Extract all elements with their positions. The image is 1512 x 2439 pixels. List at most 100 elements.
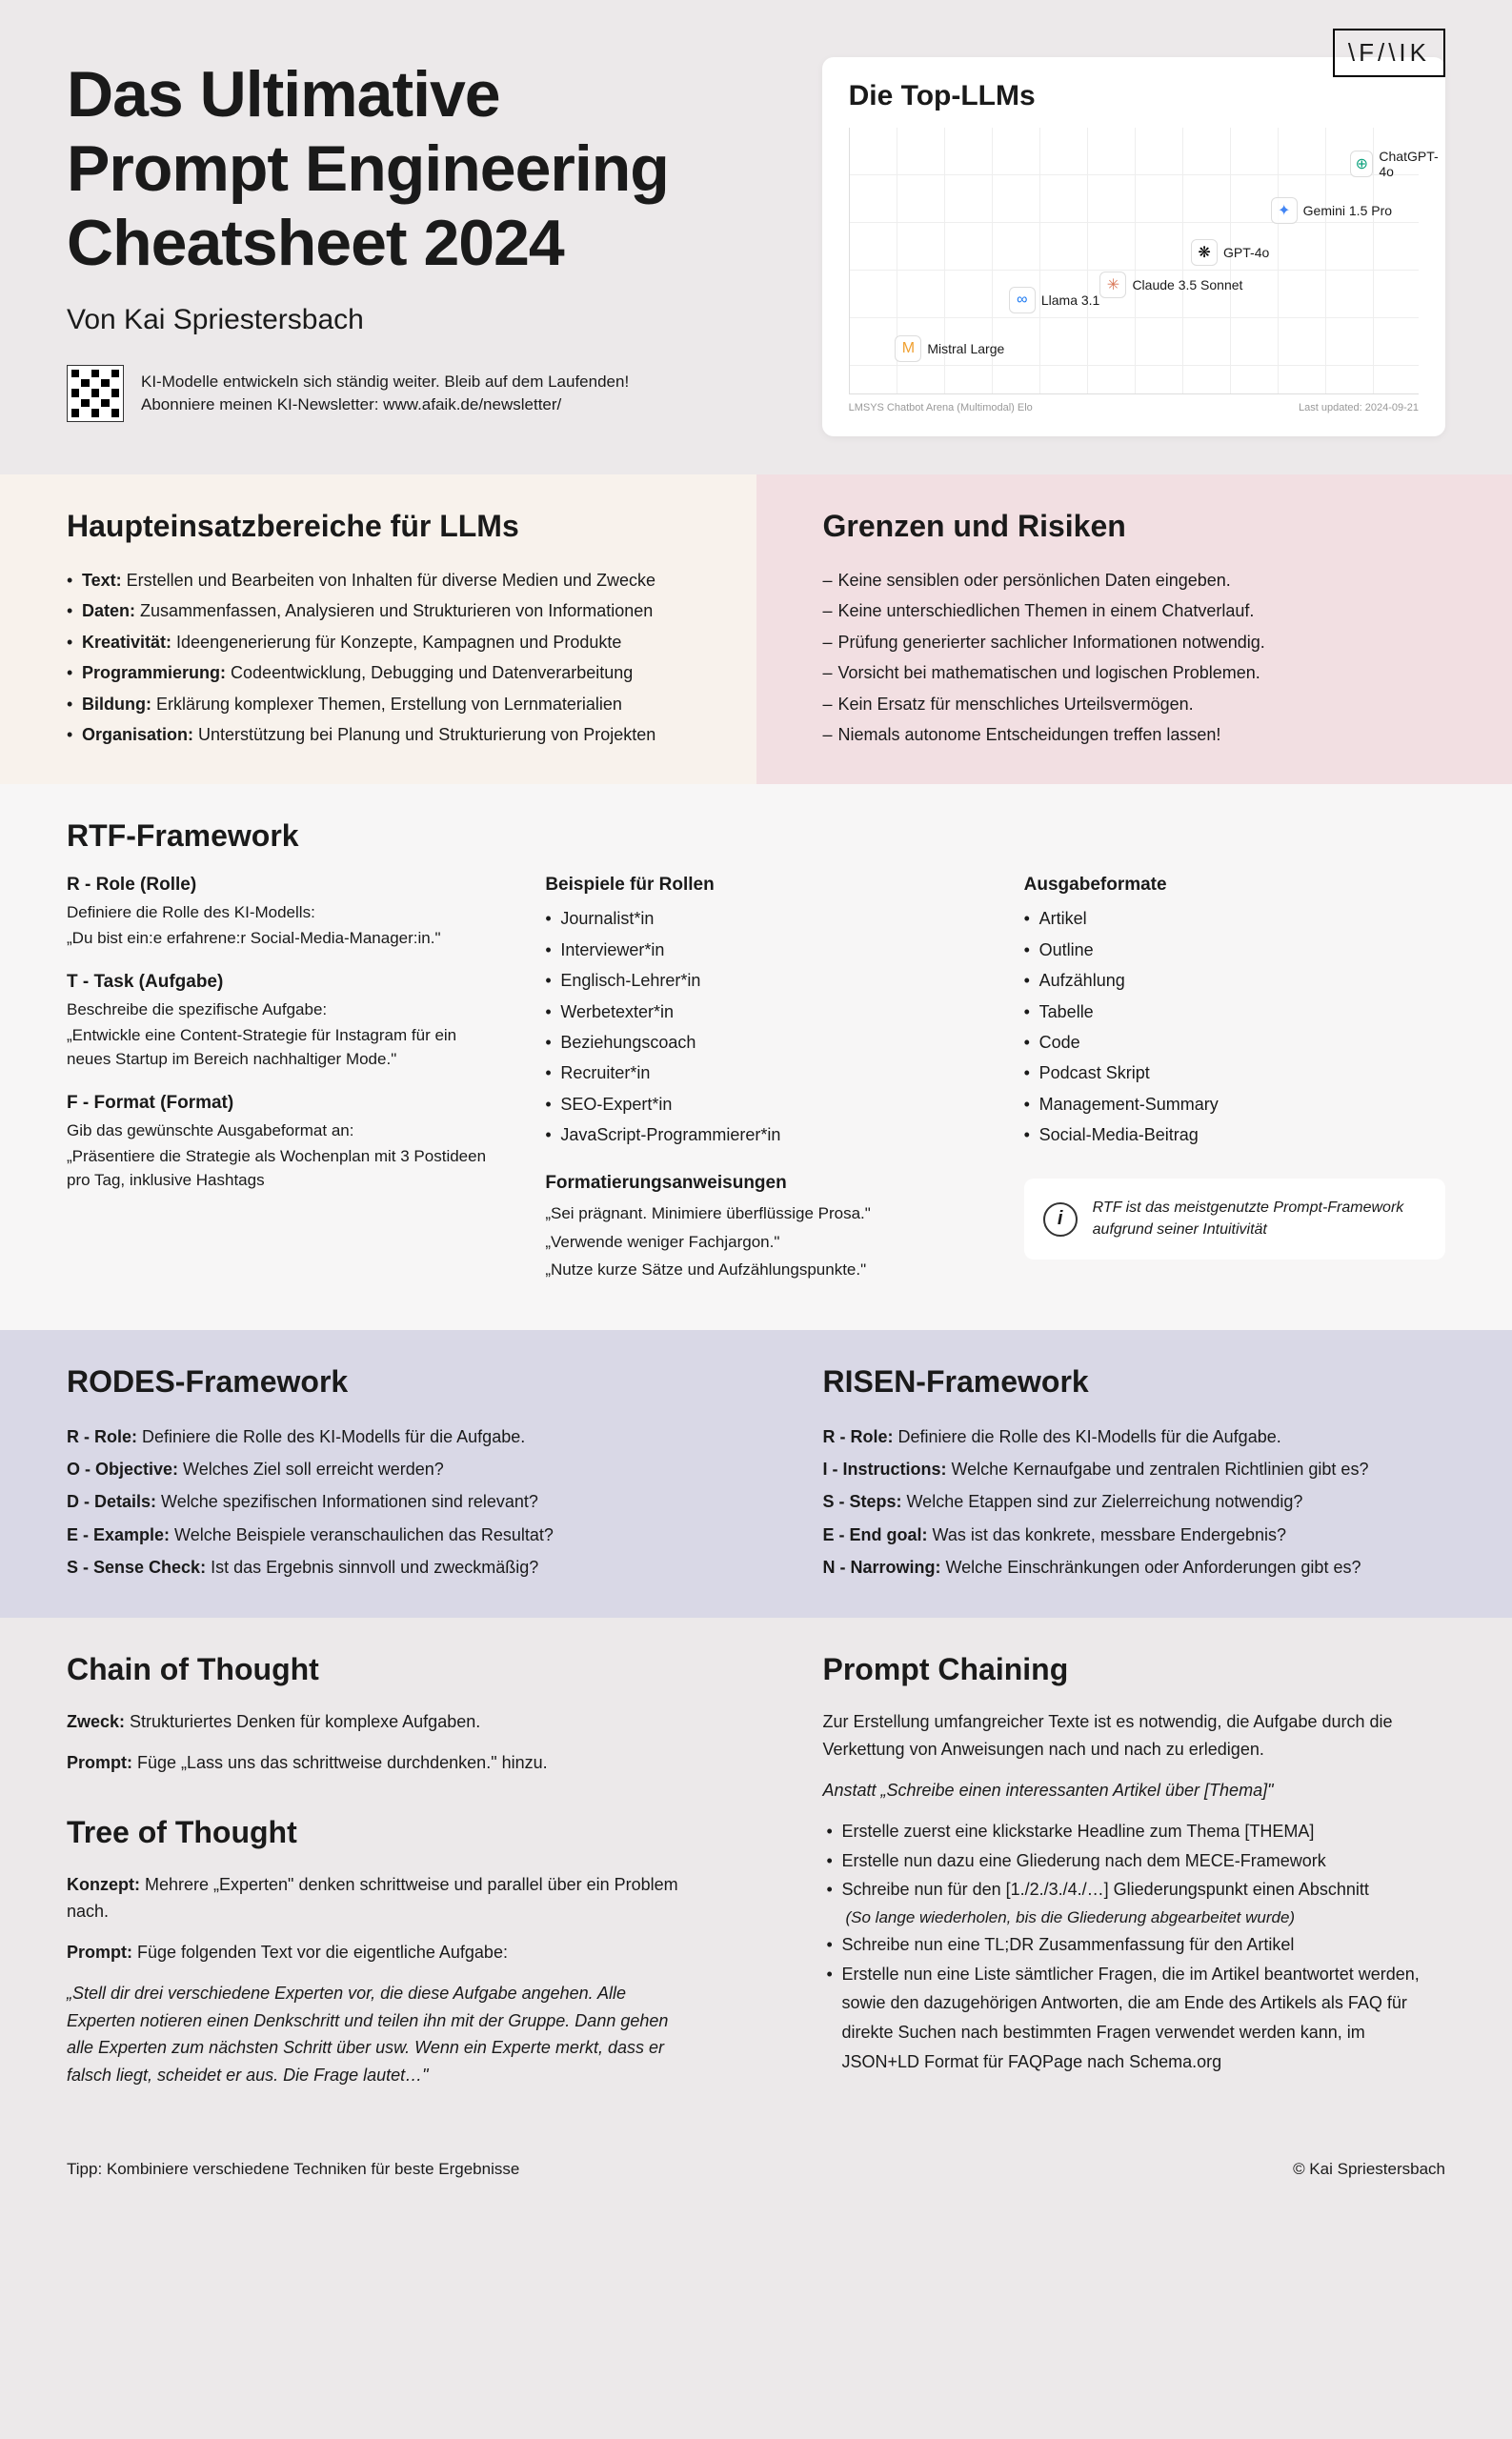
cot-title: Chain of Thought bbox=[67, 1652, 690, 1687]
list-item: JavaScript-Programmierer*in bbox=[545, 1119, 966, 1150]
llm-icon: ∞ bbox=[1009, 287, 1036, 313]
cot-prompt-label: Prompt: bbox=[67, 1753, 132, 1772]
logo: \F/\IK bbox=[1333, 29, 1445, 77]
llm-icon: ⊕ bbox=[1350, 151, 1373, 177]
framework-item: R - Role: Definiere die Rolle des KI-Mod… bbox=[67, 1421, 690, 1453]
llm-label: Mistral Large bbox=[927, 341, 1004, 356]
newsletter-line-1: KI-Modelle entwickeln sich ständig weite… bbox=[141, 371, 629, 393]
rtf-f-title: F - Format (Format) bbox=[67, 1093, 488, 1114]
list-item: Bildung: Erklärung komplexer Themen, Ers… bbox=[67, 689, 690, 719]
hint-item: „Verwende weniger Fachjargon." bbox=[545, 1230, 966, 1255]
list-item: Erstelle zuerst eine klickstarke Headlin… bbox=[823, 1817, 1446, 1846]
list-item: Tabelle bbox=[1024, 997, 1445, 1027]
rtf-hints: „Sei prägnant. Minimiere überflüssige Pr… bbox=[545, 1201, 966, 1282]
list-item: Daten: Zusammenfassen, Analysieren und S… bbox=[67, 595, 690, 626]
llm-icon: М bbox=[895, 335, 921, 362]
llm-label: ChatGPT-4o bbox=[1379, 149, 1441, 179]
cot-purpose-label: Zweck: bbox=[67, 1712, 125, 1731]
llm-chart-card: Die Top-LLMs М Mistral Large ∞Llama 3.1✳ Cl… bbox=[822, 57, 1445, 436]
cot-purpose: Strukturiertes Denken für komplexe Aufga… bbox=[125, 1712, 480, 1731]
info-box: i RTF ist das meistgenutzte Prompt-Frame… bbox=[1024, 1179, 1445, 1260]
list-item: Prüfung generierter sachlicher Informati… bbox=[823, 627, 1446, 657]
tot-concept: Mehrere „Experten" denken schrittweise u… bbox=[67, 1875, 678, 1922]
llm-point: ✳ Claude 3.5 Sonnet bbox=[1099, 272, 1242, 298]
llm-icon: ✳ bbox=[1099, 272, 1126, 298]
list-item: Podcast Skript bbox=[1024, 1058, 1445, 1088]
risks-title: Grenzen und Risiken bbox=[823, 509, 1446, 544]
rtf-t-text: „Entwickle eine Content-Strategie für In… bbox=[67, 1023, 488, 1072]
risen-section: RISEN-Framework R - Role: Definiere die … bbox=[756, 1330, 1512, 1618]
llm-label: Gemini 1.5 Pro bbox=[1303, 203, 1392, 218]
list-item: Beziehungscoach bbox=[545, 1027, 966, 1058]
footer-tip: Tipp: Kombiniere verschiedene Techniken … bbox=[67, 2160, 519, 2179]
list-item: SEO-Expert*in bbox=[545, 1089, 966, 1119]
footer-copyright: © Kai Spriestersbach bbox=[1293, 2160, 1445, 2179]
rtf-t-title: T - Task (Aufgabe) bbox=[67, 972, 488, 993]
list-item: Code bbox=[1024, 1027, 1445, 1058]
list-item: Erstelle nun dazu eine Gliederung nach d… bbox=[823, 1846, 1446, 1876]
uses-title: Haupteinsatzbereiche für LLMs bbox=[67, 509, 690, 544]
llm-label: GPT-4o bbox=[1223, 245, 1269, 260]
title-line-3: Cheatsheet 2024 bbox=[67, 207, 564, 279]
list-item: Outline bbox=[1024, 935, 1445, 965]
hint-item: „Sei prägnant. Minimiere überflüssige Pr… bbox=[545, 1201, 966, 1226]
rtf-outputs-list: ArtikelOutlineAufzählungTabelleCodePodca… bbox=[1024, 903, 1445, 1150]
list-item: Englisch-Lehrer*in bbox=[545, 965, 966, 996]
info-text: RTF ist das meistgenutzte Prompt-Framewo… bbox=[1093, 1198, 1426, 1240]
tot-prompt-lead: Füge folgenden Text vor die eigentliche … bbox=[132, 1943, 508, 1962]
list-item: Management-Summary bbox=[1024, 1089, 1445, 1119]
rodes-title: RODES-Framework bbox=[67, 1364, 690, 1400]
list-item: Journalist*in bbox=[545, 903, 966, 934]
risks-section: Grenzen und Risiken Keine sensiblen oder… bbox=[756, 474, 1512, 784]
framework-item: E - Example: Welche Beispiele veranschau… bbox=[67, 1519, 690, 1551]
list-item: Programmierung: Codeentwicklung, Debuggi… bbox=[67, 657, 690, 688]
framework-item: S - Steps: Welche Etappen sind zur Ziele… bbox=[823, 1485, 1446, 1518]
newsletter-block: KI-Modelle entwickeln sich ständig weite… bbox=[67, 365, 784, 422]
llm-point: М Mistral Large bbox=[895, 335, 1004, 362]
list-item: Social-Media-Beitrag bbox=[1024, 1119, 1445, 1150]
framework-item: S - Sense Check: Ist das Ergebnis sinnvo… bbox=[67, 1551, 690, 1583]
newsletter-line-2: Abonniere meinen KI-Newsletter: www.afai… bbox=[141, 393, 629, 416]
list-item: Recruiter*in bbox=[545, 1058, 966, 1088]
chart-title: Die Top-LLMs bbox=[849, 80, 1419, 112]
chaining-note: (So lange wiederholen, bis die Gliederun… bbox=[823, 1905, 1446, 1930]
hint-item: „Nutze kurze Sätze und Aufzählungspunkte… bbox=[545, 1258, 966, 1282]
rtf-format-hint-title: Formatierungsanweisungen bbox=[545, 1173, 966, 1194]
uses-section: Haupteinsatzbereiche für LLMs Text: Erst… bbox=[0, 474, 756, 784]
cot-prompt: Füge „Lass uns das schrittweise durchden… bbox=[132, 1753, 548, 1772]
page-title: Das Ultimative Prompt Engineering Cheats… bbox=[67, 57, 784, 281]
framework-item: R - Role: Definiere die Rolle des KI-Mod… bbox=[823, 1421, 1446, 1453]
llm-point: ✦ Gemini 1.5 Pro bbox=[1271, 197, 1392, 224]
tot-title: Tree of Thought bbox=[67, 1815, 690, 1850]
llm-label: Claude 3.5 Sonnet bbox=[1132, 277, 1242, 292]
header: Das Ultimative Prompt Engineering Cheats… bbox=[0, 0, 1512, 474]
framework-item: E - End goal: Was ist das konkrete, mess… bbox=[823, 1519, 1446, 1551]
rtf-title: RTF-Framework bbox=[67, 818, 1445, 854]
llm-icon: ❋ bbox=[1191, 239, 1218, 266]
rtf-r-title: R - Role (Rolle) bbox=[67, 875, 488, 896]
rodes-section: RODES-Framework R - Role: Definiere die … bbox=[0, 1330, 756, 1618]
framework-item: I - Instructions: Welche Kernaufgabe und… bbox=[823, 1453, 1446, 1485]
chaining-intro: Zur Erstellung umfangreicher Texte ist e… bbox=[823, 1708, 1446, 1764]
llm-point: ∞Llama 3.1 bbox=[1009, 287, 1099, 313]
rtf-roles-title: Beispiele für Rollen bbox=[545, 875, 966, 896]
llm-icon: ✦ bbox=[1271, 197, 1298, 224]
chaining-section: Prompt Chaining Zur Erstellung umfangrei… bbox=[756, 1618, 1512, 2137]
list-item: Artikel bbox=[1024, 903, 1445, 934]
chaining-title: Prompt Chaining bbox=[823, 1652, 1446, 1687]
cot-tot-section: Chain of Thought Zweck: Strukturiertes D… bbox=[0, 1618, 756, 2137]
risks-list: Keine sensiblen oder persönlichen Daten … bbox=[823, 565, 1446, 750]
author: Von Kai Spriestersbach bbox=[67, 304, 784, 336]
rtf-roles-list: Journalist*inInterviewer*inEnglisch-Lehr… bbox=[545, 903, 966, 1150]
risen-title: RISEN-Framework bbox=[823, 1364, 1446, 1400]
framework-item: N - Narrowing: Welche Einschränkungen od… bbox=[823, 1551, 1446, 1583]
chaining-instead: Anstatt „Schreibe einen interessanten Ar… bbox=[823, 1777, 1446, 1804]
rtf-f-sub: Gib das gewünschte Ausgabeformat an: bbox=[67, 1121, 488, 1140]
rodes-list: R - Role: Definiere die Rolle des KI-Mod… bbox=[67, 1421, 690, 1583]
title-line-2: Prompt Engineering bbox=[67, 132, 669, 205]
rtf-f-text: „Präsentiere die Strategie als Wochenpla… bbox=[67, 1144, 488, 1193]
rtf-outputs-title: Ausgabeformate bbox=[1024, 875, 1445, 896]
qr-code-icon bbox=[67, 365, 124, 422]
tot-prompt-label: Prompt: bbox=[67, 1943, 132, 1962]
chart-updated: Last updated: 2024-09-21 bbox=[1299, 402, 1419, 413]
